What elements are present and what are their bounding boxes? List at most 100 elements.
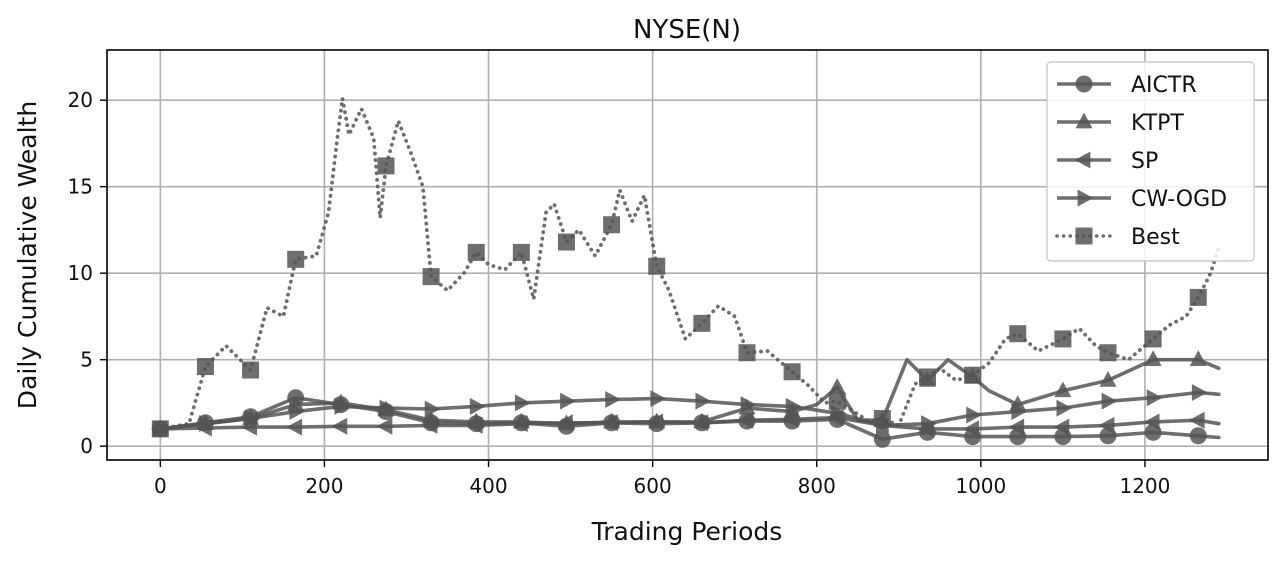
legend-box <box>1046 61 1255 262</box>
data-point <box>153 420 170 438</box>
data-point <box>377 157 395 175</box>
data-point <box>692 414 709 432</box>
chart-title: NYSE(N) <box>633 15 741 45</box>
data-point <box>557 233 575 251</box>
data-point <box>1053 418 1070 436</box>
data-point <box>379 399 396 417</box>
data-point <box>289 403 306 421</box>
legend-item-best: Best <box>1055 225 1180 250</box>
x-tick-label: 800 <box>798 474 836 498</box>
data-point <box>286 418 303 436</box>
data-point <box>557 414 573 432</box>
y-tick-label: 0 <box>80 434 93 458</box>
legend-label: Best <box>1131 225 1180 250</box>
data-point <box>560 392 576 410</box>
y-tick-label: 5 <box>80 348 93 372</box>
data-point <box>1144 350 1162 367</box>
x-tick-label: 600 <box>634 474 672 498</box>
data-point <box>1101 392 1118 410</box>
plot-frame <box>106 49 1269 461</box>
x-tick-label: 1200 <box>1119 474 1170 498</box>
series-cw-ogd <box>153 384 1221 438</box>
legend-marker <box>1075 75 1093 93</box>
data-point <box>1191 384 1208 402</box>
y-axis: 0 5 10 15 20 <box>68 88 107 458</box>
data-point <box>605 390 621 408</box>
legend-item-ktpt: KTPT <box>1057 111 1184 136</box>
data-point <box>828 377 846 394</box>
data-point <box>738 344 756 362</box>
legend-marker <box>1077 189 1094 207</box>
x-tick-label: 200 <box>305 474 343 498</box>
legend-label: KTPT <box>1131 111 1184 136</box>
data-point <box>376 417 393 435</box>
data-point <box>921 415 937 433</box>
data-point <box>244 409 260 427</box>
data-point <box>514 394 531 412</box>
x-tick-label: 1000 <box>955 474 1006 498</box>
series-layer <box>150 96 1221 448</box>
data-point <box>918 371 936 387</box>
data-point <box>1098 416 1115 434</box>
legend-marker <box>1074 151 1091 169</box>
data-point <box>873 430 891 448</box>
x-axis: 0 200 400 600 800 1000 1200 <box>154 460 1170 498</box>
legend: AICTR KTPT SP CW-OGD Best <box>1046 61 1255 262</box>
data-point <box>964 367 982 384</box>
y-axis-label: Daily Cumulative Wealth <box>13 101 42 409</box>
legend-marker <box>1075 112 1093 129</box>
series-line-best <box>158 96 1221 431</box>
data-point <box>1054 330 1072 348</box>
data-point <box>421 416 438 434</box>
data-point <box>1143 413 1160 431</box>
legend-label: SP <box>1131 149 1158 174</box>
y-tick-label: 20 <box>68 88 93 112</box>
data-point <box>1189 427 1207 445</box>
data-point <box>1099 371 1117 387</box>
data-point <box>466 416 483 434</box>
data-point <box>1009 325 1027 343</box>
data-point <box>1008 418 1025 436</box>
x-tick-label: 0 <box>154 474 167 498</box>
data-point <box>199 415 215 433</box>
data-point <box>1189 350 1207 367</box>
data-point <box>1056 399 1073 417</box>
legend-item-aictr: AICTR <box>1057 73 1197 98</box>
data-point <box>740 396 757 414</box>
legend-label: CW-OGD <box>1131 187 1227 212</box>
data-point <box>331 417 348 435</box>
data-point <box>782 410 799 428</box>
data-point <box>196 358 214 376</box>
data-point <box>785 397 802 415</box>
data-point <box>512 243 530 261</box>
data-point <box>242 361 260 379</box>
data-point <box>783 363 801 381</box>
data-point <box>602 414 618 432</box>
data-point <box>966 406 982 424</box>
data-point <box>467 243 485 261</box>
data-point <box>1011 403 1028 421</box>
data-point <box>1188 411 1205 429</box>
data-point <box>693 314 711 332</box>
data-point <box>650 390 667 408</box>
data-point <box>647 413 664 431</box>
data-point <box>334 397 351 415</box>
data-point <box>422 268 440 286</box>
y-tick-label: 15 <box>68 175 93 199</box>
legend-item-sp: SP <box>1057 149 1158 174</box>
data-point <box>830 404 847 422</box>
data-point <box>603 216 621 234</box>
data-point <box>1146 389 1163 407</box>
data-point <box>963 420 979 438</box>
legend-label: AICTR <box>1131 73 1197 98</box>
data-point <box>424 400 441 418</box>
data-point <box>695 392 712 410</box>
y-tick-label: 10 <box>68 261 93 285</box>
data-point <box>469 397 486 415</box>
data-point <box>241 418 257 436</box>
x-axis-label: Trading Periods <box>591 517 783 546</box>
legend-marker <box>1075 227 1093 245</box>
data-point <box>875 416 892 434</box>
data-point <box>648 257 666 275</box>
